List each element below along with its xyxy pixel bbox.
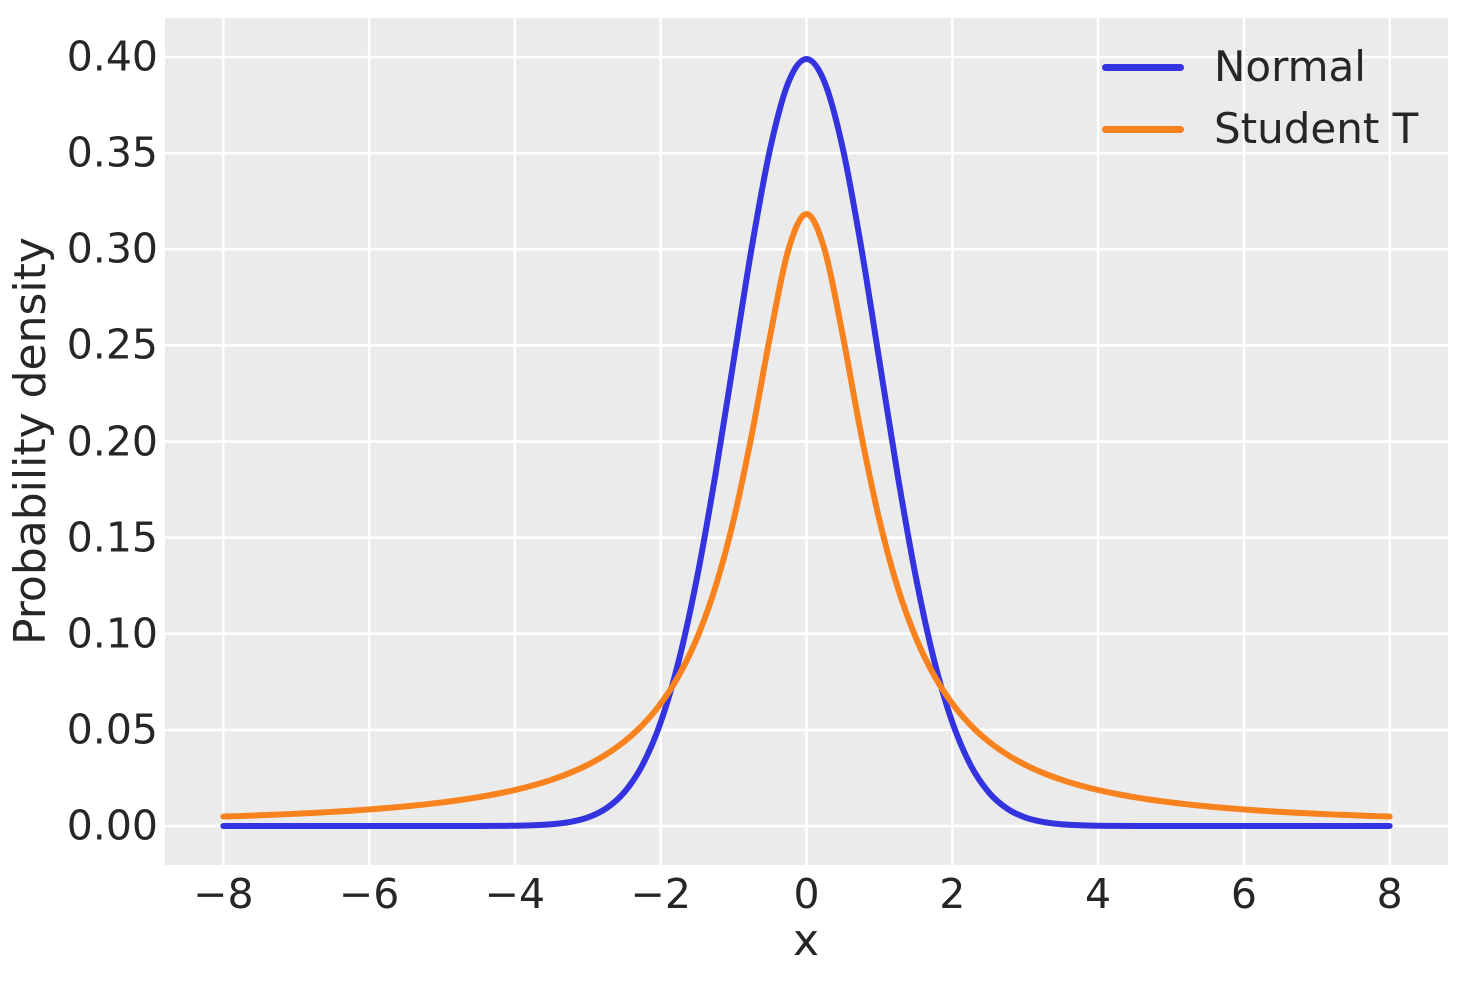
legend-label-normal: Normal [1214,42,1366,91]
x-tick-label: 8 [1376,870,1403,918]
y-tick-label: 0.35 [66,128,158,177]
x-tick-label: 6 [1230,870,1257,918]
x-tick-label: −4 [484,870,546,918]
y-tick-label: 0.10 [66,609,158,658]
legend-label-student-t: Student T [1214,104,1419,153]
x-tick-label: 2 [939,870,966,918]
y-axis-label: Probability density [5,237,56,645]
y-tick-label: 0.40 [66,32,158,81]
legend: Normal Student T [1102,36,1418,160]
y-tick-label: 0.00 [66,801,158,850]
series-line-normal [220,56,1393,829]
legend-line-student-t [1102,125,1184,133]
legend-line-normal [1102,63,1184,71]
legend-item-normal: Normal [1102,36,1418,98]
x-tick-label: −2 [630,870,691,918]
y-tick-label: 0.30 [66,224,158,273]
x-tick-label: −8 [193,870,254,918]
x-axis-label: x [792,915,820,966]
x-tick-label: 0 [793,870,820,918]
y-tick-label: 0.25 [66,320,158,369]
y-tick-label: 0.15 [66,513,158,562]
x-tick-label: −6 [338,870,400,918]
y-tick-label: 0.05 [66,705,158,754]
x-tick-label: 4 [1085,870,1112,918]
series-line-student-t [220,211,1393,820]
y-tick-label: 0.20 [66,416,158,465]
legend-item-student-t: Student T [1102,98,1418,160]
